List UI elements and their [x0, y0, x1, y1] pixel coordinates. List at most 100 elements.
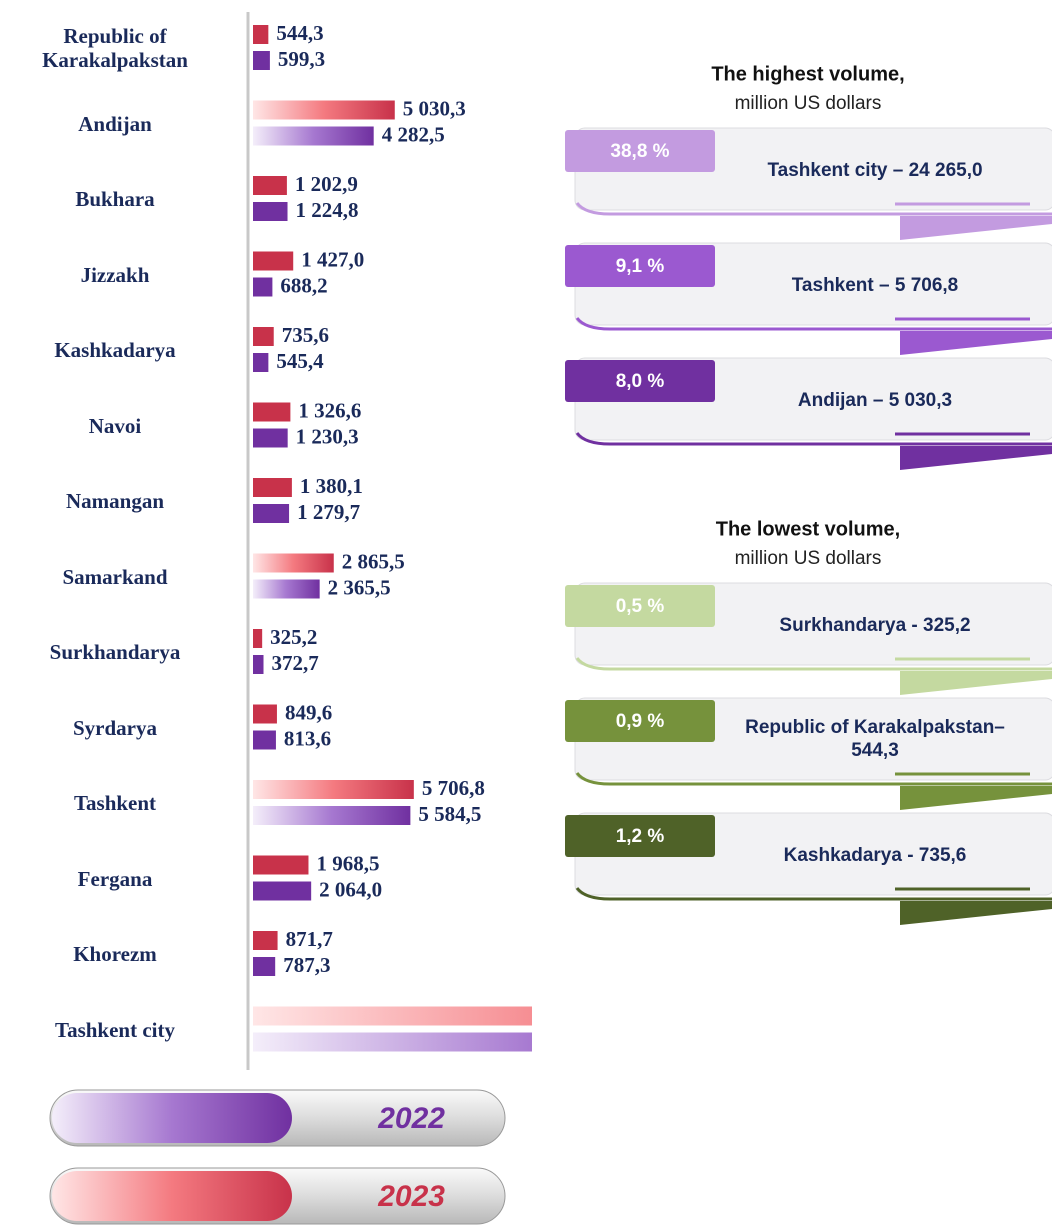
card-ribbon — [900, 331, 1052, 355]
bar — [253, 655, 264, 674]
card-text: Tashkent city – 24 265,0 — [767, 160, 983, 181]
value-label: 1 202,9 — [295, 172, 358, 196]
bar — [253, 806, 411, 825]
category-label: Tashkent city — [54, 1017, 175, 1042]
card-text: Republic of Karakalpakstan– 544,3 — [745, 717, 1005, 761]
bar — [253, 25, 269, 44]
percent-label: 9,1 % — [616, 256, 665, 277]
card-ribbon — [900, 216, 1052, 240]
card-underline — [575, 202, 1052, 216]
percent-label: 0,5 % — [616, 596, 665, 617]
value-label: 4 282,5 — [382, 122, 445, 146]
bar — [253, 931, 278, 950]
percent-label: 0,9 % — [616, 711, 665, 732]
value-label: 5 706,8 — [422, 776, 485, 800]
bar — [253, 1032, 532, 1052]
bar — [253, 251, 294, 271]
value-label: 5 584,5 — [418, 802, 481, 826]
bar — [253, 176, 287, 195]
value-label: 849,6 — [285, 700, 332, 724]
legend-swatch — [52, 1093, 292, 1143]
percent-tab — [565, 585, 715, 627]
value-label: 544,3 — [276, 21, 323, 45]
category-label: Surkhandarya — [49, 640, 181, 664]
value-label: 599,3 — [278, 47, 325, 71]
category-label: Andijan — [78, 111, 152, 136]
category-label: Syrdarya — [73, 715, 157, 740]
bar — [253, 428, 288, 448]
bar — [253, 402, 291, 422]
card-ribbon — [900, 786, 1052, 810]
value-label: 372,7 — [272, 651, 319, 675]
bar — [253, 957, 276, 976]
bar — [253, 579, 320, 599]
card-underline — [575, 772, 1052, 786]
legend-swatch — [52, 1171, 292, 1221]
legend-item: 2022 — [49, 1089, 506, 1147]
legend-label: 2023 — [377, 1180, 445, 1213]
category-label: Khorezm — [73, 942, 157, 966]
value-label: 1 968,5 — [316, 851, 379, 875]
value-label: 813,6 — [284, 726, 331, 750]
bar — [253, 553, 334, 573]
card-ribbon — [900, 671, 1052, 695]
value-label: 1 224,8 — [296, 198, 359, 222]
bar — [253, 1006, 532, 1026]
percent-label: 8,0 % — [616, 371, 665, 392]
bar — [253, 730, 276, 750]
value-label: 1 326,6 — [298, 398, 361, 422]
value-label: 1 230,3 — [296, 424, 359, 448]
bar — [253, 353, 269, 372]
category-label: Fergana — [77, 866, 153, 891]
category-label: Samarkand — [62, 564, 168, 589]
panel-title: The highest volume, — [711, 63, 904, 85]
card-ribbon — [900, 446, 1052, 470]
bar — [253, 504, 290, 523]
card-ribbon — [900, 901, 1052, 925]
card-underline — [575, 887, 1052, 901]
percent-tab — [565, 815, 715, 857]
bar — [253, 126, 374, 146]
percent-label: 1,2 % — [616, 826, 665, 847]
bar — [253, 51, 270, 70]
bar — [253, 478, 292, 497]
card-underline — [575, 317, 1052, 331]
category-label: Bukhara — [75, 187, 155, 211]
bar — [253, 629, 263, 648]
bars — [253, 25, 532, 1052]
value-label: 5 030,3 — [403, 96, 466, 120]
value-label: 688,2 — [280, 273, 327, 297]
bar — [253, 704, 277, 724]
card-text: Kashkadarya - 735,6 — [783, 845, 967, 866]
bar — [253, 100, 395, 120]
percent-tab — [565, 360, 715, 402]
card-text: Andijan – 5 030,3 — [797, 390, 953, 411]
panel-title: The lowest volume, — [716, 518, 900, 540]
percent-label: 38,8 % — [610, 141, 669, 162]
value-label: 545,4 — [276, 349, 324, 373]
percent-tab — [565, 700, 715, 742]
value-label: 2 865,5 — [342, 549, 405, 573]
card-underline — [575, 432, 1052, 446]
legend-label: 2022 — [377, 1102, 445, 1135]
bar — [253, 277, 273, 297]
value-label: 1 427,0 — [301, 247, 364, 271]
value-label: 735,6 — [282, 323, 329, 347]
value-label: 2 064,0 — [319, 877, 382, 901]
panel-subtitle: million US dollars — [735, 93, 882, 114]
bar — [253, 327, 274, 346]
card-underline — [575, 657, 1052, 671]
category-label: Namangan — [65, 489, 165, 513]
category-label: Navoi — [88, 413, 142, 438]
bar — [253, 855, 309, 875]
value-label: 1 380,1 — [300, 474, 363, 498]
value-label: 2 365,5 — [328, 575, 391, 599]
value-label: 325,2 — [270, 625, 317, 649]
percent-tab — [565, 130, 715, 172]
value-label: 787,3 — [283, 953, 330, 977]
category-label: Kashkadarya — [54, 338, 176, 362]
value-label: 871,7 — [286, 927, 333, 951]
panel-subtitle: million US dollars — [735, 548, 882, 569]
